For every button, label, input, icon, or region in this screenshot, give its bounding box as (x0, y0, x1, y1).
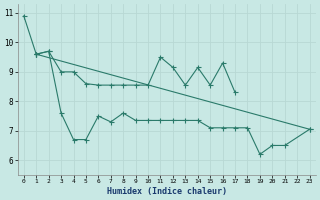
X-axis label: Humidex (Indice chaleur): Humidex (Indice chaleur) (107, 187, 227, 196)
